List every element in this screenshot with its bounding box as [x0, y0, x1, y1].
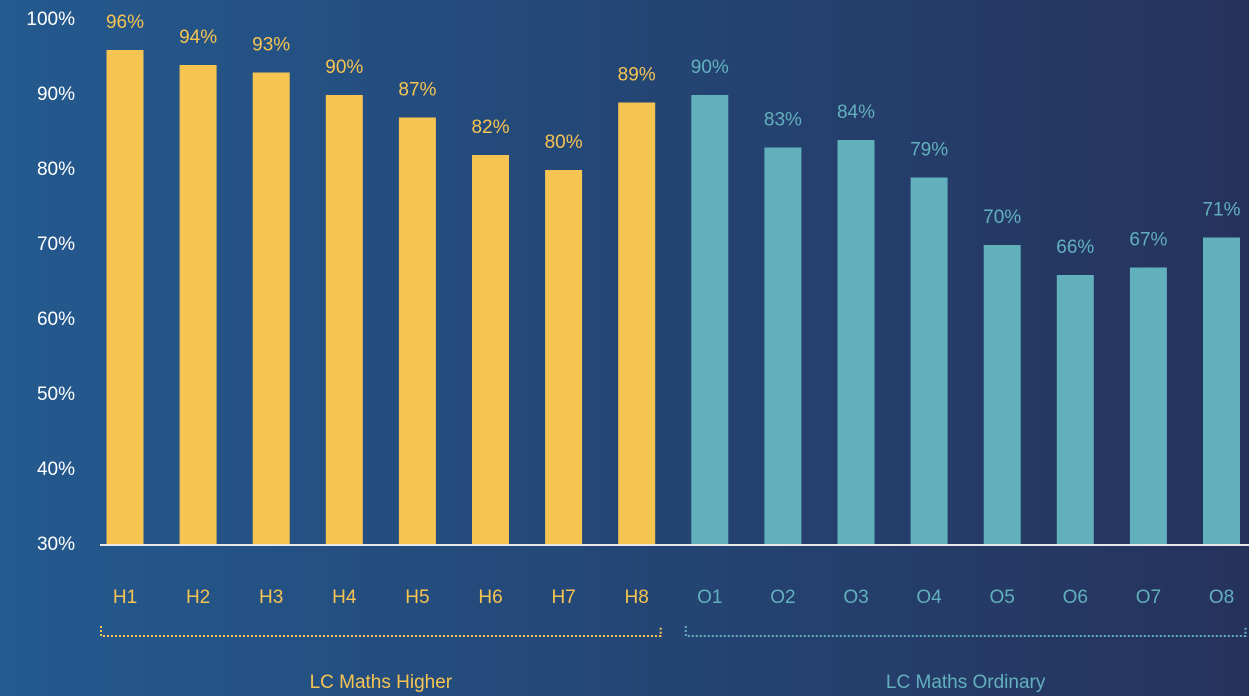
- value-label: 94%: [179, 27, 217, 48]
- value-label: 79%: [910, 140, 948, 161]
- x-tick-label: O1: [697, 587, 722, 608]
- bar: [325, 95, 363, 545]
- bar: [910, 177, 948, 545]
- bar: [179, 65, 217, 545]
- y-tick-label: 90%: [37, 84, 75, 105]
- value-label: 70%: [983, 207, 1021, 228]
- value-label: 87%: [398, 80, 436, 101]
- value-label: 80%: [545, 132, 583, 153]
- x-tick-label: H5: [405, 587, 429, 608]
- bar: [106, 50, 144, 545]
- value-label: 82%: [471, 117, 509, 138]
- value-label: 71%: [1202, 200, 1240, 221]
- y-tick-label: 80%: [37, 159, 75, 180]
- y-tick-label: 50%: [37, 384, 75, 405]
- value-label: 84%: [837, 102, 875, 123]
- x-tick-label: H4: [332, 587, 357, 608]
- x-tick-label: O5: [990, 587, 1015, 608]
- bar: [398, 117, 436, 545]
- group-bracket: [684, 626, 1247, 637]
- x-tick-label: O2: [770, 587, 795, 608]
- value-label: 96%: [106, 12, 144, 33]
- bar: [472, 155, 509, 545]
- x-tick-label: H3: [259, 587, 283, 608]
- y-tick-label: 60%: [37, 309, 75, 330]
- bar: [618, 102, 656, 545]
- x-tick-label: O6: [1063, 587, 1088, 608]
- group-label: LC Maths Higher: [310, 672, 453, 693]
- bar: [252, 72, 290, 545]
- x-tick-label: H6: [478, 587, 502, 608]
- value-label: 66%: [1056, 237, 1094, 258]
- y-tick-label: 40%: [37, 459, 75, 480]
- bar: [1056, 275, 1094, 545]
- bar: [1203, 237, 1240, 545]
- group-label: LC Maths Ordinary: [886, 672, 1046, 693]
- x-tick-label: O8: [1209, 587, 1234, 608]
- x-tick-label: H8: [625, 587, 649, 608]
- value-label: 90%: [691, 57, 729, 78]
- value-label: 90%: [325, 57, 363, 78]
- group-bracket: [100, 626, 662, 637]
- value-label: 83%: [764, 110, 802, 131]
- bar: [983, 245, 1021, 545]
- bar: [691, 95, 729, 545]
- x-tick-label: O4: [916, 587, 942, 608]
- y-tick-label: 30%: [37, 534, 75, 555]
- y-tick-label: 70%: [37, 234, 75, 255]
- bar: [764, 147, 802, 545]
- y-tick-label: 100%: [26, 9, 75, 30]
- x-tick-label: O3: [843, 587, 868, 608]
- bar: [545, 170, 583, 545]
- bar: [1129, 267, 1167, 545]
- value-label: 89%: [618, 65, 656, 86]
- x-tick-label: H1: [113, 587, 137, 608]
- bar: [837, 140, 875, 545]
- x-tick-label: O7: [1136, 587, 1161, 608]
- x-tick-label: H7: [551, 587, 575, 608]
- value-label: 67%: [1129, 230, 1167, 251]
- value-label: 93%: [252, 35, 290, 56]
- x-tick-label: H2: [186, 587, 210, 608]
